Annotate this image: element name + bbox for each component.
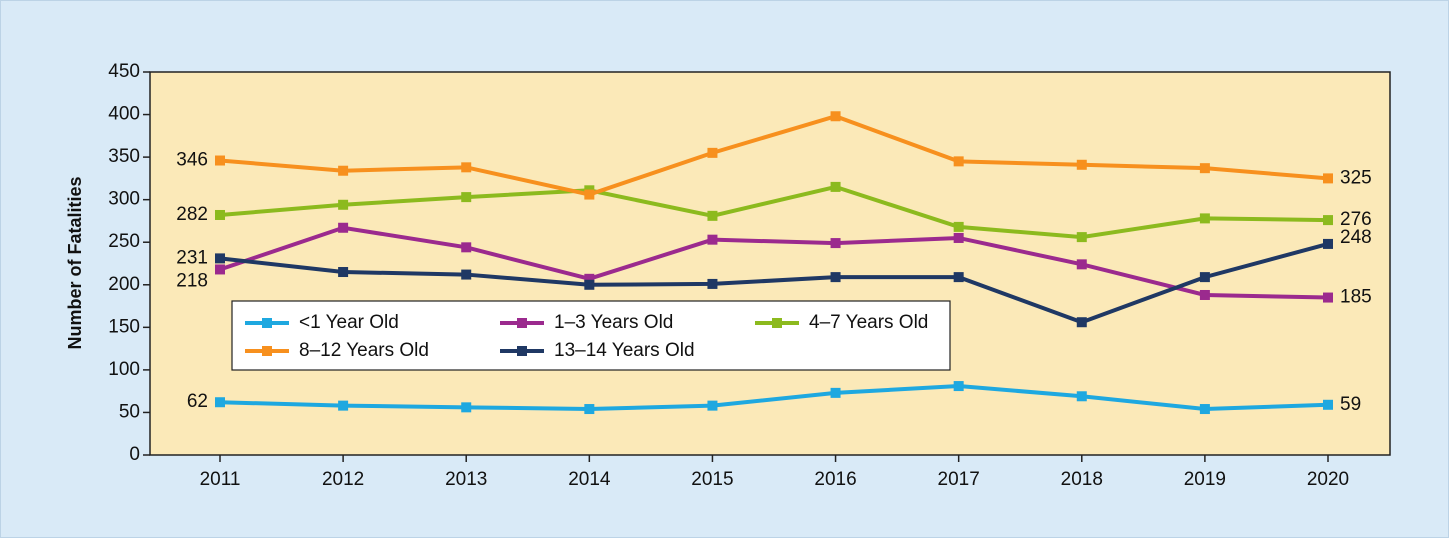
marker	[953, 272, 964, 283]
x-tick-label: 2011	[200, 469, 241, 490]
data-label: 282	[176, 204, 208, 225]
y-tick-label: 300	[108, 189, 140, 210]
marker	[338, 165, 349, 176]
marker	[707, 278, 718, 289]
marker	[338, 199, 349, 210]
y-tick-label: 150	[108, 316, 140, 337]
marker	[1199, 404, 1210, 415]
marker	[1199, 272, 1210, 283]
marker	[338, 222, 349, 233]
legend-label: 1–3 Years Old	[554, 312, 673, 333]
y-tick-label: 250	[108, 231, 140, 252]
legend-label: 13–14 Years Old	[554, 340, 695, 361]
y-tick-label: 400	[108, 104, 140, 125]
marker	[1076, 317, 1087, 328]
marker	[584, 273, 595, 284]
x-tick-label: 2019	[1184, 469, 1226, 490]
marker	[461, 402, 472, 413]
series-line	[219, 225, 1329, 300]
x-tick-label: 2016	[814, 469, 856, 490]
marker	[338, 267, 349, 278]
marker	[707, 147, 718, 158]
marker	[953, 221, 964, 232]
legend-label: 8–12 Years Old	[299, 340, 429, 361]
marker	[830, 272, 841, 283]
marker	[1076, 391, 1087, 402]
marker	[215, 253, 225, 264]
marker	[584, 279, 595, 290]
legend-marker	[517, 346, 527, 356]
data-label: 218	[176, 270, 208, 291]
marker	[1323, 173, 1333, 184]
marker	[1076, 159, 1087, 170]
x-tick-label: 2014	[568, 469, 611, 490]
legend-label: 4–7 Years Old	[809, 312, 928, 333]
marker	[1199, 213, 1210, 224]
y-tick-label: 450	[108, 61, 140, 82]
marker	[1323, 238, 1333, 249]
x-tick-label: 2020	[1307, 469, 1349, 490]
marker	[215, 397, 225, 408]
data-label: 59	[1340, 394, 1361, 415]
data-label: 185	[1340, 287, 1372, 308]
marker	[1076, 259, 1087, 270]
marker	[461, 162, 472, 173]
marker	[1323, 215, 1333, 226]
legend-marker	[262, 346, 272, 356]
marker	[215, 155, 225, 166]
marker	[338, 400, 349, 411]
marker	[707, 400, 718, 411]
y-tick-label: 0	[129, 444, 140, 465]
y-axis-label: Number of Fatalities	[65, 176, 85, 349]
plot-area	[149, 71, 1391, 456]
marker	[584, 404, 595, 415]
legend-box	[231, 300, 951, 371]
marker	[461, 192, 472, 203]
marker	[1323, 292, 1333, 303]
x-tick-label: 2015	[691, 469, 733, 490]
marker	[953, 232, 964, 243]
y-tick-label: 350	[108, 146, 140, 167]
marker	[830, 387, 841, 398]
marker	[1199, 289, 1210, 300]
marker	[584, 189, 595, 200]
series-line	[219, 241, 1329, 325]
marker	[707, 234, 718, 245]
y-tick-label: 100	[108, 359, 140, 380]
x-tick-label: 2013	[445, 469, 487, 490]
data-label: 276	[1340, 209, 1372, 230]
marker	[461, 269, 472, 280]
legend-marker	[262, 318, 272, 328]
marker	[1199, 163, 1210, 174]
marker	[707, 210, 718, 221]
y-tick-label: 50	[119, 401, 140, 422]
data-label: 248	[1340, 227, 1372, 248]
marker	[953, 381, 964, 392]
x-tick-label: 2012	[322, 469, 364, 490]
x-tick-label: 2017	[938, 469, 980, 490]
marker	[1323, 399, 1333, 410]
marker	[1076, 232, 1087, 243]
series-line	[219, 114, 1329, 197]
marker	[461, 242, 472, 253]
data-label: 346	[176, 150, 208, 171]
marker	[215, 209, 225, 220]
marker	[830, 181, 841, 192]
x-tick-label: 2018	[1061, 469, 1103, 490]
legend-label: <1 Year Old	[299, 312, 399, 333]
data-label: 325	[1340, 167, 1372, 188]
legend-marker	[772, 318, 782, 328]
legend: <1 Year Old 1–3 Years Old 4–7 Years Old 8–1…	[231, 300, 951, 371]
marker	[953, 156, 964, 167]
series-line	[219, 184, 1329, 240]
marker	[830, 238, 841, 249]
marker	[830, 111, 841, 122]
legend-marker	[517, 318, 527, 328]
marker	[215, 264, 225, 275]
y-tick-label: 200	[108, 274, 140, 295]
data-label: 62	[187, 391, 208, 412]
data-label: 231	[176, 247, 208, 268]
series-line	[219, 384, 1329, 412]
